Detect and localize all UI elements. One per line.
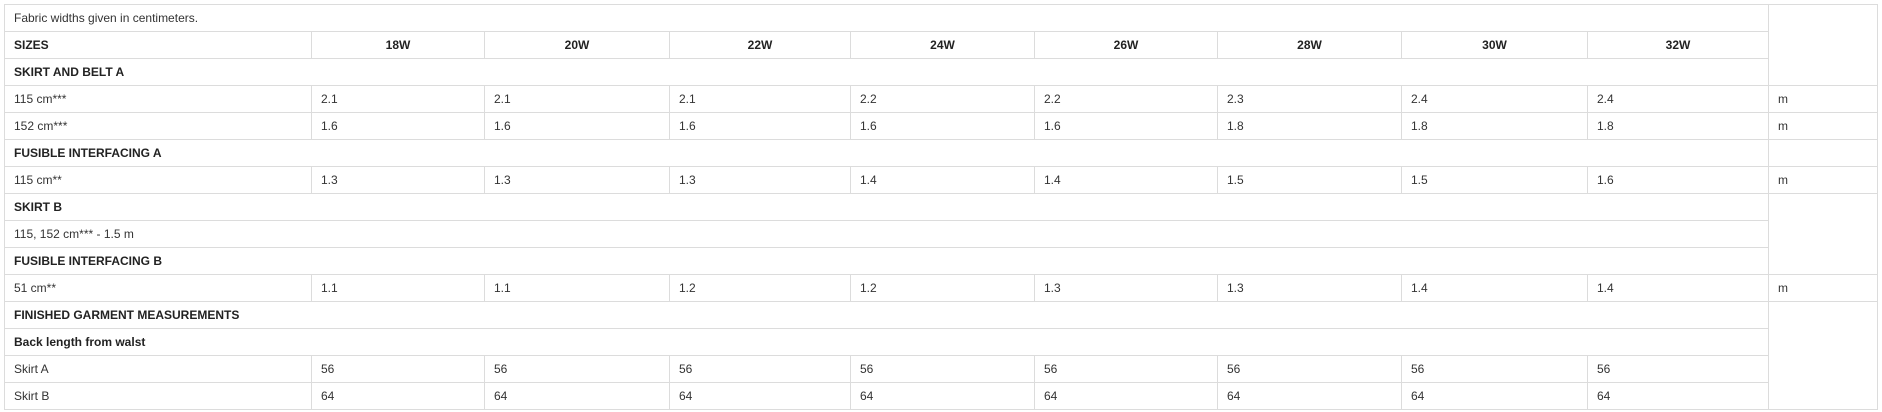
size-header: 20W <box>484 31 670 59</box>
value-cell: 1.6 <box>669 112 851 140</box>
table-row: 51 cm** 1.1 1.1 1.2 1.2 1.3 1.3 1.4 1.4 m <box>4 274 1879 302</box>
section-title: Back length from walst <box>3 328 1770 356</box>
value-cell: 56 <box>1586 355 1770 383</box>
size-header: 24W <box>850 31 1035 59</box>
value-cell: 2.1 <box>311 85 485 113</box>
value-cell: 1.6 <box>484 112 670 140</box>
table-note: Fabric widths given in centimeters. <box>3 4 1770 32</box>
unit-cell-empty <box>1768 193 1879 275</box>
size-header: 28W <box>1217 31 1402 59</box>
value-cell: 2.4 <box>1586 85 1770 113</box>
section-header-row: Back length from walst <box>3 328 1878 356</box>
value-cell: 1.6 <box>1586 166 1770 194</box>
row-label: 115 cm*** <box>4 85 312 113</box>
note-row: Fabric widths given in centimeters. <box>3 4 1879 86</box>
table-row: 115 cm*** 2.1 2.1 2.1 2.2 2.2 2.3 2.4 2.4 m <box>4 85 1879 113</box>
size-header: 30W <box>1401 31 1588 59</box>
value-cell: 64 <box>1034 382 1218 410</box>
size-header: 22W <box>669 31 851 59</box>
value-cell: 1.3 <box>669 166 851 194</box>
value-cell: 2.3 <box>1217 85 1402 113</box>
value-cell: 2.4 <box>1401 85 1588 113</box>
text-row: 115, 152 cm*** - 1.5 m <box>3 220 1878 248</box>
value-cell: 56 <box>669 355 851 383</box>
value-cell: 56 <box>1217 355 1402 383</box>
value-cell: 64 <box>1401 382 1588 410</box>
value-cell: 56 <box>1401 355 1588 383</box>
value-cell: 1.2 <box>850 274 1035 302</box>
yardage-table: Fabric widths given in centimeters. SIZES… <box>3 4 1879 410</box>
unit-cell: m <box>1768 112 1879 140</box>
value-cell: 1.3 <box>311 166 485 194</box>
value-cell: 64 <box>1217 382 1402 410</box>
value-cell: 1.1 <box>484 274 670 302</box>
value-cell: 1.8 <box>1217 112 1402 140</box>
row-label: 152 cm*** <box>4 112 312 140</box>
section-header-row: SKIRT B <box>3 193 1879 275</box>
value-cell: 1.4 <box>850 166 1035 194</box>
unit-cell-empty <box>1768 301 1879 410</box>
value-cell: 64 <box>850 382 1035 410</box>
sizes-header-row: SIZES 18W 20W 22W 24W 26W 28W 30W 32W <box>4 31 1878 59</box>
value-cell: 56 <box>1034 355 1218 383</box>
size-header: 18W <box>311 31 485 59</box>
value-cell: 56 <box>311 355 485 383</box>
value-cell: 1.6 <box>311 112 485 140</box>
section-header-row: FUSIBLE INTERFACING A <box>3 139 1879 167</box>
unit-cell: m <box>1768 85 1879 113</box>
value-cell: 1.5 <box>1217 166 1402 194</box>
section-title: FUSIBLE INTERFACING A <box>3 139 1770 167</box>
value-cell: 1.6 <box>1034 112 1218 140</box>
unit-cell: m <box>1768 166 1879 194</box>
row-label: Skirt B <box>4 382 312 410</box>
value-cell: 1.8 <box>1586 112 1770 140</box>
table-row: 115 cm** 1.3 1.3 1.3 1.4 1.4 1.5 1.5 1.6 m <box>4 166 1879 194</box>
section-header-row: FINISHED GARMENT MEASUREMENTS <box>3 301 1879 410</box>
size-header: 32W <box>1586 31 1770 59</box>
value-cell: 2.2 <box>850 85 1035 113</box>
value-cell: 1.5 <box>1401 166 1588 194</box>
row-label: 51 cm** <box>4 274 312 302</box>
section-title: FINISHED GARMENT MEASUREMENTS <box>3 301 1770 329</box>
section-title: SKIRT AND BELT A <box>3 58 1770 86</box>
table-row: 152 cm*** 1.6 1.6 1.6 1.6 1.6 1.8 1.8 1.8 m <box>4 112 1879 140</box>
value-cell: 64 <box>1586 382 1770 410</box>
value-cell: 1.2 <box>669 274 851 302</box>
row-text: 115, 152 cm*** - 1.5 m <box>3 220 1770 248</box>
value-cell: 1.6 <box>850 112 1035 140</box>
sizes-label: SIZES <box>4 31 312 59</box>
unit-cell-empty <box>1768 139 1879 167</box>
section-header-row: SKIRT AND BELT A <box>3 58 1878 86</box>
unit-cell: m <box>1768 274 1879 302</box>
section-title: FUSIBLE INTERFACING B <box>3 247 1770 275</box>
value-cell: 1.4 <box>1586 274 1770 302</box>
row-label: Skirt A <box>4 355 312 383</box>
value-cell: 1.1 <box>311 274 485 302</box>
value-cell: 1.3 <box>484 166 670 194</box>
value-cell: 1.4 <box>1401 274 1588 302</box>
value-cell: 1.4 <box>1034 166 1218 194</box>
value-cell: 64 <box>669 382 851 410</box>
size-header: 26W <box>1034 31 1218 59</box>
section-header-row: FUSIBLE INTERFACING B <box>3 247 1878 275</box>
unit-cell-empty <box>1768 4 1879 86</box>
value-cell: 2.1 <box>669 85 851 113</box>
table-row: Skirt A 56 56 56 56 56 56 56 56 <box>4 355 1878 383</box>
value-cell: 1.8 <box>1401 112 1588 140</box>
value-cell: 64 <box>311 382 485 410</box>
value-cell: 56 <box>850 355 1035 383</box>
table-row: Skirt B 64 64 64 64 64 64 64 64 <box>4 382 1878 410</box>
value-cell: 56 <box>484 355 670 383</box>
section-title: SKIRT B <box>3 193 1770 221</box>
value-cell: 64 <box>484 382 670 410</box>
value-cell: 2.2 <box>1034 85 1218 113</box>
value-cell: 1.3 <box>1034 274 1218 302</box>
value-cell: 1.3 <box>1217 274 1402 302</box>
row-label: 115 cm** <box>4 166 312 194</box>
value-cell: 2.1 <box>484 85 670 113</box>
